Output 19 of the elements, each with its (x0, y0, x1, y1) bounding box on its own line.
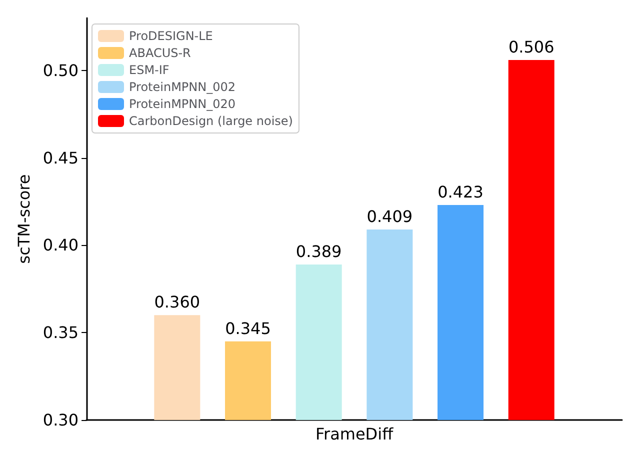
y-tick-label: 0.50 (42, 60, 79, 80)
y-axis-title: scTM-score (14, 174, 34, 264)
data-label: 0.423 (438, 182, 484, 202)
data-label: 0.409 (366, 206, 413, 226)
y-tick-label: 0.35 (42, 323, 79, 342)
data-label: 0.360 (154, 292, 200, 312)
x-tick-label: FrameDiff (315, 424, 394, 444)
data-label: 0.345 (225, 318, 271, 338)
y-tick-label: 0.45 (42, 148, 79, 168)
legend-label: ABACUS-R (129, 46, 191, 60)
y-tick-label: 0.40 (42, 236, 79, 255)
legend-label: CarbonDesign (large noise) (129, 114, 293, 128)
legend-label: ESM-IF (129, 63, 170, 77)
y-tick-label: 0.30 (42, 410, 79, 430)
legend-label: ProteinMPNN_002 (129, 80, 236, 94)
legend-label: ProDESIGN-LE (129, 29, 213, 43)
data-label: 0.506 (508, 37, 554, 56)
legend-label: ProteinMPNN_020 (129, 97, 236, 111)
data-label: 0.389 (296, 242, 342, 261)
